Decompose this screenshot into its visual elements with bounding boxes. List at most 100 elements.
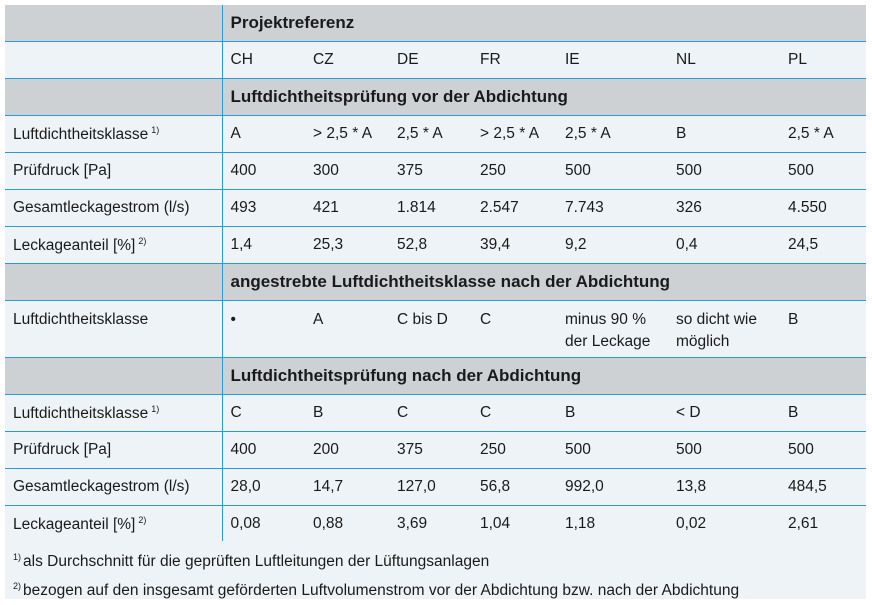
value: 375 (397, 441, 423, 458)
row-label-cell: Gesamtleckagestrom (l/s) (5, 189, 223, 227)
value-cell: 300 (305, 152, 389, 190)
data-row: Gesamtleckagestrom (l/s) 493 421 1.814 2.547… (5, 189, 867, 227)
country-cell: FR (472, 41, 557, 79)
country-cell: IE (557, 41, 668, 79)
value-cell: 375 (389, 431, 472, 469)
value: 0,88 (313, 515, 344, 532)
row-label: Leckageanteil [%] (13, 515, 136, 533)
value-cell: 2.547 (472, 189, 557, 227)
value-cell: > 2,5 * A (305, 115, 389, 153)
value: 493 (230, 199, 257, 216)
value-cell: C (472, 300, 557, 358)
value-line: der Leckage (565, 333, 651, 350)
value-cell: 0,88 (305, 505, 389, 543)
value: 375 (397, 162, 423, 179)
value: 500 (676, 162, 702, 179)
section-left (5, 263, 223, 301)
value-cell: 1.814 (389, 189, 472, 227)
value-cell: B (305, 394, 389, 432)
value: 0,08 (230, 515, 261, 532)
value: 326 (676, 199, 702, 216)
value-cell: 400 (222, 152, 305, 190)
row-label-cell: Luftdichtheitsklasse 1) (5, 394, 223, 432)
value-line: C bis D (397, 311, 448, 328)
footnote: 1) als Durchschnitt für die geprüften Luf… (13, 545, 866, 574)
country-cell: DE (389, 41, 472, 79)
table: Projektreferenz CH CZ DE FR IE NL PL Luftdichthe… (5, 5, 867, 543)
data-row: Luftdichtheitsklasse 1) C B C C B < D B (5, 394, 867, 432)
value-cell: 1,18 (557, 505, 668, 543)
value: 0,4 (676, 236, 698, 253)
value-line: C (480, 311, 492, 328)
value: 200 (313, 441, 339, 458)
footnote-ref: 1) (151, 124, 160, 135)
value-cell: 2,5 * A (780, 115, 867, 153)
value: 500 (565, 162, 591, 179)
value-cell: 500 (780, 431, 867, 469)
value-cell: 7.743 (557, 189, 668, 227)
row-label-cell: Prüfdruck [Pa] (5, 152, 223, 190)
section-cell: Luftdichtheitsprüfung nach der Abdichtun… (222, 357, 867, 395)
footnotes: 1) als Durchschnitt für die geprüften Luf… (5, 541, 866, 599)
country-row: CH CZ DE FR IE NL PL (5, 41, 867, 79)
data-row: Prüfdruck [Pa] 400 200 375 250 500 500 500 (5, 431, 867, 469)
value: 28,0 (230, 478, 261, 495)
value-cell: 500 (668, 431, 780, 469)
table-wrap: Projektreferenz CH CZ DE FR IE NL PL Luftdichthe… (5, 5, 867, 543)
value: 421 (313, 199, 339, 216)
row-label: Prüfdruck [Pa] (13, 162, 112, 179)
value-cell: B (780, 300, 867, 358)
value-cell: 375 (389, 152, 472, 190)
value: 2,5 * A (565, 125, 611, 142)
value-line: minus 90 % (565, 311, 646, 328)
value-cell: B (780, 394, 867, 432)
value-cell: 14,7 (305, 468, 389, 506)
section-title: Luftdichtheitsprüfung nach der Abdichtun… (230, 366, 582, 385)
value: 500 (565, 441, 591, 458)
value: C (230, 404, 242, 421)
value-cell: 992,0 (557, 468, 668, 506)
value: 127,0 (397, 478, 436, 495)
value-cell: 500 (780, 152, 867, 190)
value: 1,04 (480, 515, 511, 532)
value: A (230, 125, 241, 142)
row-label: Luftdichtheitsklasse (13, 311, 149, 328)
value: 500 (788, 162, 814, 179)
value-cell: so dicht wie möglich (668, 300, 780, 358)
data-row: Leckageanteil [%] 2) 1,4 25,3 52,8 39,4 9,2 0,4… (5, 226, 867, 264)
data-row: Leckageanteil [%] 2) 0,08 0,88 3,69 1,04 1,18 0… (5, 505, 867, 543)
value-cell: 2,5 * A (557, 115, 668, 153)
value: B (313, 404, 324, 421)
country: NL (676, 51, 696, 68)
header-row: Projektreferenz (5, 5, 867, 42)
country: CZ (313, 51, 334, 68)
value: 13,8 (676, 478, 707, 495)
value: 992,0 (565, 478, 604, 495)
value-cell: 52,8 (389, 226, 472, 264)
value-cell: minus 90 % der Leckage (557, 300, 668, 358)
value-cell: 25,3 (305, 226, 389, 264)
value: 7.743 (565, 199, 604, 216)
country: IE (565, 51, 580, 68)
value-cell: C bis D (389, 300, 472, 358)
country-cell: NL (668, 41, 780, 79)
value: < D (676, 404, 701, 421)
value-cell: • (222, 300, 305, 358)
footnote-mark: 1) (13, 552, 22, 562)
value: 500 (676, 441, 702, 458)
country: PL (788, 51, 807, 68)
row-label-cell: Luftdichtheitsklasse 1) (5, 115, 223, 153)
footnote-ref: 2) (138, 514, 147, 525)
value-line: • (230, 311, 236, 328)
section-left (5, 78, 223, 116)
row-label-cell: Gesamtleckagestrom (l/s) (5, 468, 223, 506)
value: 0,02 (676, 515, 707, 532)
footnote-ref: 2) (138, 235, 147, 246)
value-cell: A (305, 300, 389, 358)
value: C (480, 404, 492, 421)
value-cell: 3,69 (389, 505, 472, 543)
section-cell: Luftdichtheitsprüfung vor der Abdichtung (222, 78, 867, 116)
value: 24,5 (788, 236, 819, 253)
value: 1,4 (230, 236, 253, 253)
